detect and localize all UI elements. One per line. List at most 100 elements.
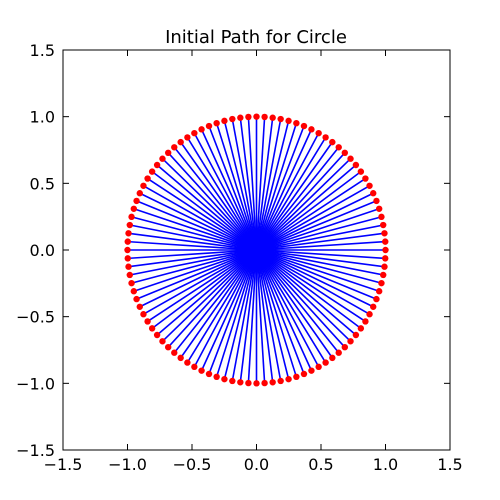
path-line: [256, 208, 380, 251]
path-point: [362, 175, 369, 182]
x-tick-label: −0.5: [173, 455, 212, 474]
path-line: [255, 129, 313, 251]
path-point: [293, 373, 300, 381]
path-line: [255, 249, 333, 359]
path-line: [247, 116, 258, 251]
path-point: [221, 375, 228, 383]
path-line: [256, 170, 362, 251]
path-line: [129, 224, 257, 251]
path-line: [215, 122, 258, 251]
path-line: [255, 249, 352, 342]
path-point: [198, 367, 205, 374]
path-point: [300, 370, 308, 378]
path-point: [382, 246, 389, 254]
path-point: [329, 138, 336, 146]
path-point: [148, 168, 156, 175]
path-point: [366, 311, 373, 318]
path-line: [136, 249, 257, 300]
path-point: [308, 367, 315, 374]
path-line: [231, 118, 258, 251]
path-line: [161, 158, 258, 251]
path-point: [159, 338, 166, 345]
path-point: [293, 119, 300, 127]
path-point: [191, 363, 198, 371]
path-line: [255, 249, 290, 380]
path-line: [255, 122, 298, 251]
path-point: [140, 182, 147, 189]
path-line: [255, 152, 346, 251]
path-point: [366, 182, 373, 189]
path-line: [255, 116, 266, 251]
path-line: [131, 249, 257, 284]
path-point: [205, 370, 213, 378]
path-line: [167, 152, 258, 251]
path-line: [127, 240, 257, 251]
path-line: [255, 141, 333, 251]
path-line: [256, 249, 382, 284]
path-line: [127, 249, 257, 260]
path-line: [139, 249, 257, 308]
path-point: [124, 238, 131, 245]
path-line: [180, 141, 258, 251]
path-point: [370, 190, 377, 197]
y-tick-label: 0.0: [30, 241, 55, 260]
y-tick-label: 1.5: [30, 41, 55, 60]
path-line: [180, 249, 258, 359]
path-line: [133, 249, 257, 292]
x-tick-label: −1.0: [108, 455, 147, 474]
path-line: [256, 249, 386, 260]
path-point: [140, 311, 147, 318]
path-point: [126, 221, 133, 229]
path-line: [143, 185, 257, 251]
path-point: [315, 129, 322, 137]
path-point: [381, 230, 388, 237]
path-line: [208, 249, 258, 375]
path-line: [255, 120, 290, 251]
path-point: [375, 288, 383, 295]
path-point: [375, 205, 383, 212]
path-line: [151, 249, 257, 330]
path-line: [139, 192, 257, 251]
y-tick-label: 0.5: [30, 174, 55, 193]
path-line: [231, 249, 258, 382]
path-point: [253, 380, 260, 387]
path-point: [352, 331, 360, 339]
path-line: [256, 249, 370, 315]
path-line: [173, 146, 258, 251]
path-line: [256, 249, 377, 300]
x-tick-label: −1.5: [44, 455, 83, 474]
path-point: [124, 255, 131, 262]
path-point: [144, 175, 151, 182]
x-tick-label: 0.0: [244, 455, 269, 474]
path-point: [347, 155, 354, 162]
path-point: [300, 122, 308, 130]
path-line: [256, 200, 377, 251]
path-point: [184, 359, 191, 366]
path-point: [130, 288, 138, 295]
path-line: [255, 137, 327, 251]
path-point: [136, 303, 143, 310]
path-line: [239, 117, 258, 251]
path-line: [256, 249, 374, 308]
path-line: [255, 146, 340, 251]
path-line: [255, 249, 266, 384]
path-line: [256, 185, 370, 251]
path-line: [255, 132, 320, 251]
path-line: [208, 125, 258, 251]
path-line: [255, 249, 282, 382]
path-line: [167, 249, 258, 348]
path-line: [255, 164, 357, 251]
path-line: [256, 216, 382, 251]
path-point: [205, 122, 213, 130]
path-point: [285, 117, 292, 125]
path-point: [191, 129, 198, 137]
path-point: [144, 318, 151, 325]
path-point: [335, 349, 342, 356]
y-tick-label: −1.0: [16, 374, 55, 393]
y-tick-label: 1.0: [30, 108, 55, 127]
path-line: [255, 249, 327, 363]
path-point: [382, 238, 389, 245]
path-point: [213, 373, 220, 381]
path-line: [173, 249, 258, 354]
path-line: [200, 129, 258, 251]
